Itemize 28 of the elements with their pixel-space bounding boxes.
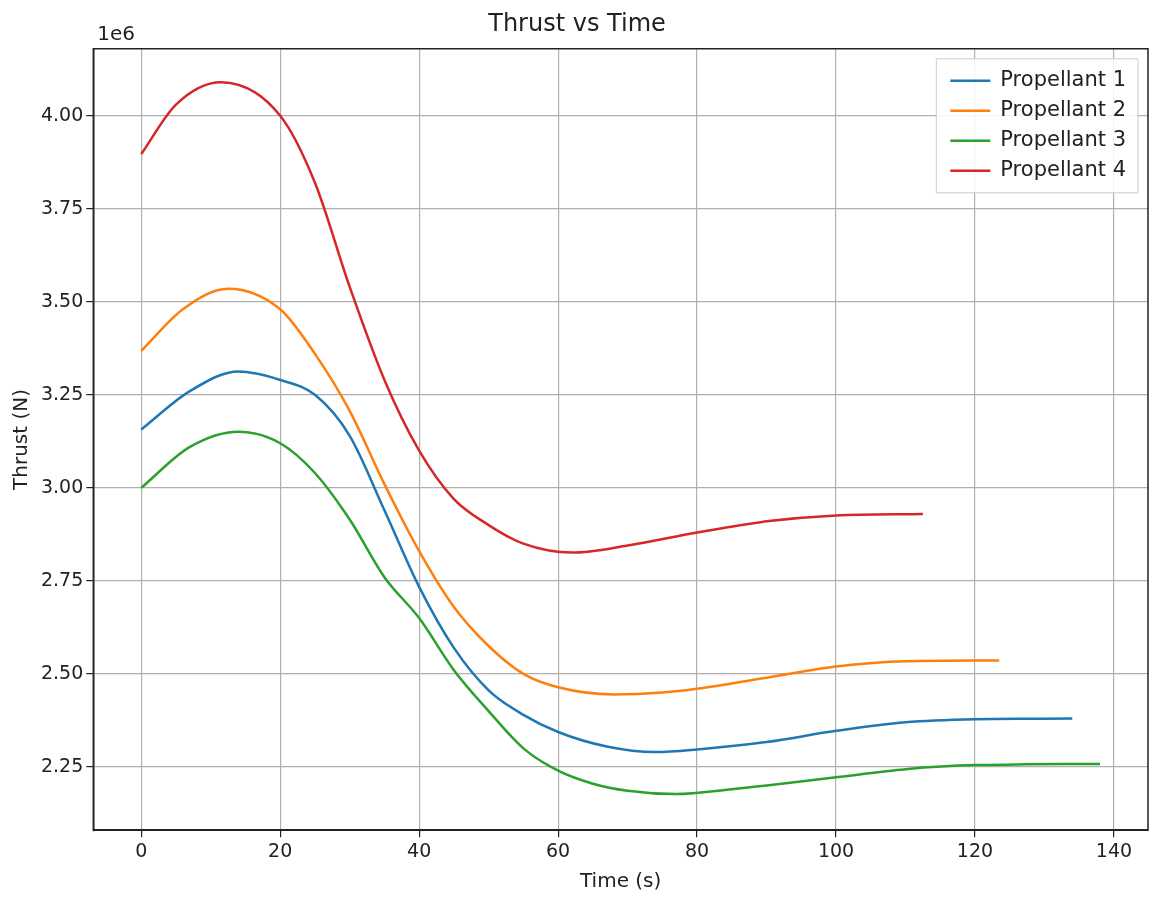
text: 1e6 xyxy=(97,21,136,45)
legend-label: Propellant 3 xyxy=(1000,127,1127,152)
line-series xyxy=(140,81,925,554)
line-series xyxy=(140,370,1074,754)
x-tick-label: 20 xyxy=(268,838,293,861)
x-tick-label: 120 xyxy=(956,838,994,861)
legend-label: Propellant 4 xyxy=(1000,157,1127,182)
y-axis-title: Thrust (N) xyxy=(8,389,33,491)
x-tick-label: 40 xyxy=(407,838,432,861)
y-tick-label: 3.50 xyxy=(40,288,84,311)
chart-title: Thrust vs Time xyxy=(487,8,666,37)
legend-label: Propellant 2 xyxy=(1000,97,1127,122)
y-tick-label: 4.00 xyxy=(40,102,84,125)
y-tick-label: 2.50 xyxy=(40,660,84,683)
x-tick-label: 0 xyxy=(135,838,148,861)
x-tick-label: 140 xyxy=(1095,838,1133,861)
x-tick-label: 80 xyxy=(684,838,710,861)
y-tick-label: 3.00 xyxy=(40,474,84,497)
y-tick-label: 3.75 xyxy=(40,195,84,218)
x-tick-label: 60 xyxy=(546,838,571,861)
y-tick-label: 2.25 xyxy=(40,753,84,776)
y-tick-label: 2.75 xyxy=(40,567,84,590)
line-series xyxy=(140,430,1102,796)
line-series xyxy=(140,287,1001,696)
legend-label: Propellant 1 xyxy=(1000,67,1127,92)
x-tick-label: 100 xyxy=(817,838,855,861)
y-tick-label: 3.25 xyxy=(40,381,84,404)
x-axis-title: Time (s) xyxy=(578,868,662,893)
